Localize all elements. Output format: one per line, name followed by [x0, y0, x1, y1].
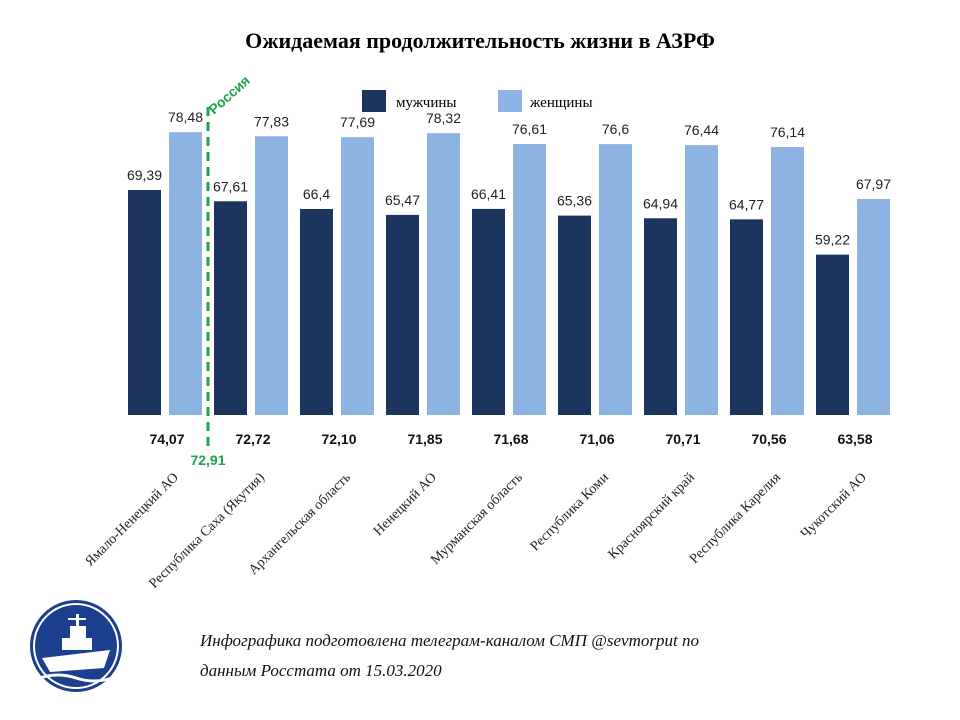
- bar-women: [685, 145, 718, 415]
- data-label-men: 67,61: [213, 178, 248, 194]
- total-label: 70,71: [665, 431, 700, 447]
- footer-note: Инфографика подготовлена телеграм-канало…: [200, 626, 820, 686]
- bar-men: [730, 219, 763, 415]
- legend: мужчины женщины: [362, 90, 593, 112]
- bar-women: [341, 137, 374, 415]
- legend-swatch-men: [362, 90, 386, 112]
- data-label-men: 66,41: [471, 186, 506, 202]
- bar-women: [169, 132, 202, 415]
- category-label: Республика Карелия: [687, 470, 784, 567]
- data-label-men: 66,4: [303, 186, 330, 202]
- total-label: 72,10: [321, 431, 356, 447]
- bar-men: [128, 189, 161, 415]
- data-label-men: 59,22: [815, 232, 850, 248]
- bar-men: [816, 254, 849, 415]
- russia-reference-value: 72,91: [190, 452, 225, 468]
- icebreaker-ship-icon: [30, 600, 122, 692]
- data-label-women: 76,6: [602, 121, 629, 137]
- data-label-men: 65,36: [557, 193, 592, 209]
- bar-men: [300, 208, 333, 415]
- legend-swatch-women: [498, 90, 522, 112]
- bar-men: [558, 215, 591, 415]
- russia-reference-label: Россия: [205, 72, 253, 117]
- data-label-women: 67,97: [856, 176, 891, 192]
- bar-women: [513, 144, 546, 416]
- bar-women: [255, 136, 288, 415]
- data-label-women: 76,44: [684, 122, 719, 138]
- legend-label-men: мужчины: [396, 95, 456, 111]
- footer-line-1: Инфографика подготовлена телеграм-канало…: [200, 631, 699, 650]
- data-label-women: 77,83: [254, 113, 289, 129]
- data-label-men: 64,94: [643, 195, 678, 211]
- data-label-men: 64,77: [729, 196, 764, 212]
- data-label-women: 76,61: [512, 121, 547, 137]
- data-label-women: 76,14: [770, 124, 805, 140]
- total-label: 74,07: [149, 431, 184, 447]
- total-label: 71,85: [407, 431, 442, 447]
- bars-group: [128, 132, 890, 416]
- category-label: Ненецкий АО: [371, 470, 440, 539]
- legend-label-women: женщины: [529, 95, 593, 111]
- category-label: Мурманская область: [428, 470, 526, 568]
- bar-women: [599, 144, 632, 415]
- data-label-women: 77,69: [340, 114, 375, 130]
- data-label-women: 78,48: [168, 109, 203, 125]
- bar-men: [644, 218, 677, 415]
- data-label-men: 69,39: [127, 167, 162, 183]
- bar-women: [771, 147, 804, 416]
- total-label: 63,58: [837, 431, 872, 447]
- bar-men: [214, 201, 247, 415]
- category-label: Красноярский край: [606, 470, 699, 563]
- data-label-women: 78,32: [426, 110, 461, 126]
- bar-women: [857, 198, 890, 415]
- sevmorput-logo: [28, 598, 124, 694]
- bar-men: [472, 208, 505, 415]
- category-label: Ямало-Ненецкий АО: [83, 470, 182, 569]
- chart-title: Ожидаемая продолжительность жизни в АЗРФ: [245, 28, 715, 53]
- category-label: Чукотский АО: [798, 470, 870, 542]
- bar-women: [427, 133, 460, 415]
- bar-men: [386, 214, 419, 415]
- category-label: Республика Коми: [528, 470, 612, 554]
- data-label-men: 65,47: [385, 192, 420, 208]
- total-label: 70,56: [751, 431, 786, 447]
- total-label: 71,68: [493, 431, 528, 447]
- total-label: 71,06: [579, 431, 614, 447]
- total-label: 72,72: [235, 431, 270, 447]
- footer-line-2: данным Росстата от 15.03.2020: [200, 661, 442, 680]
